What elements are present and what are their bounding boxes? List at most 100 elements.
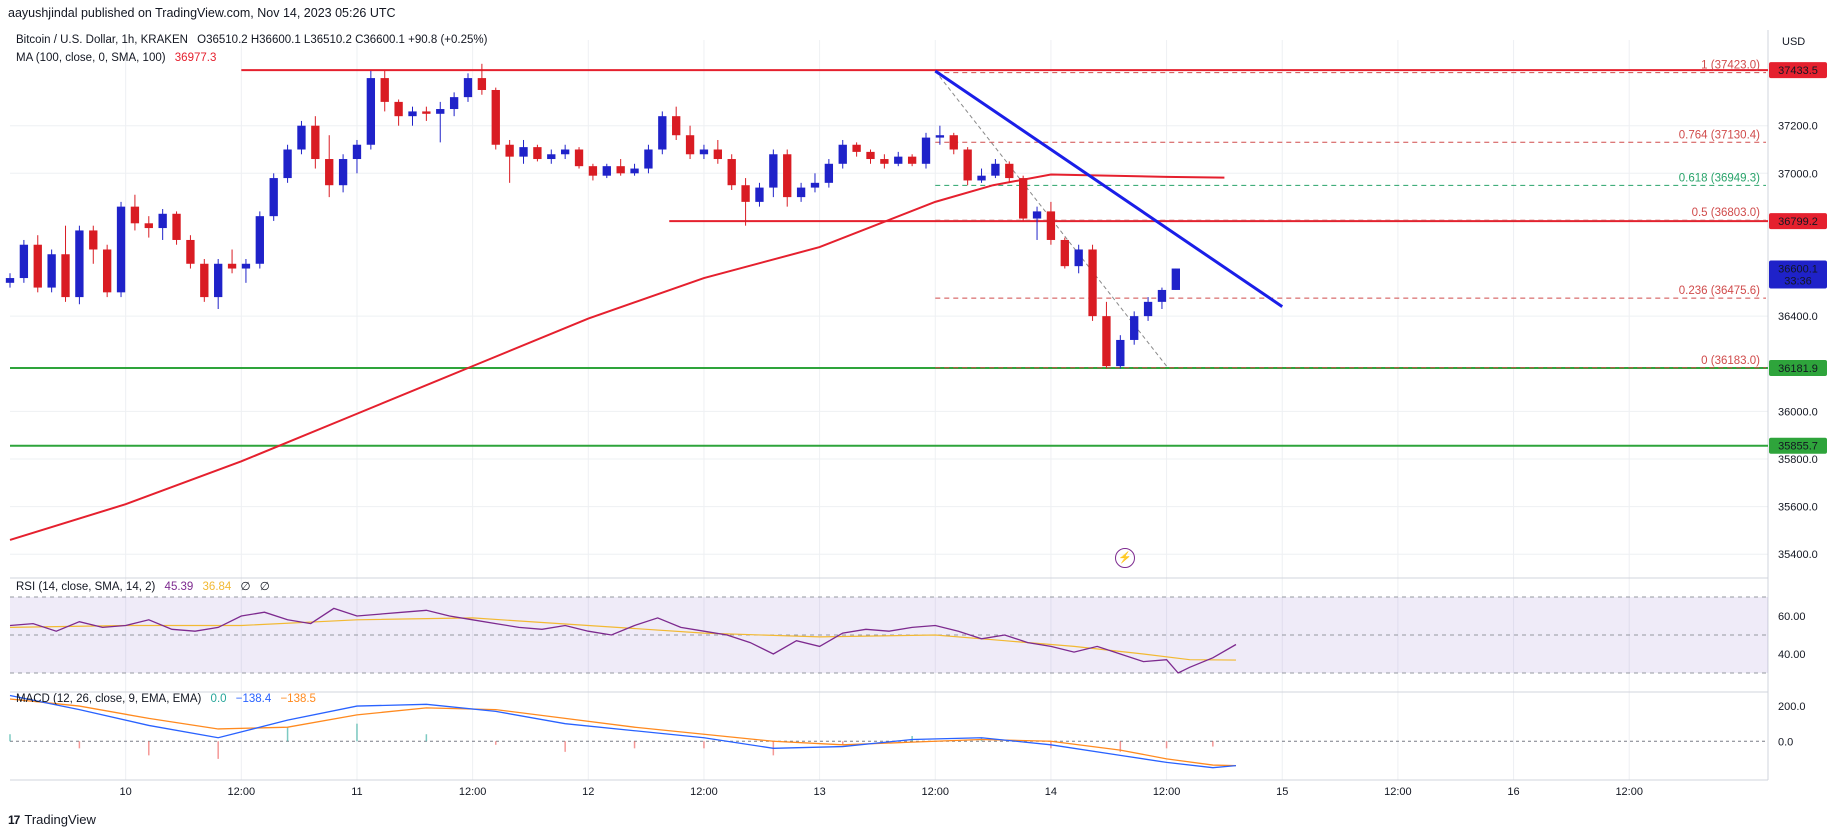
candle-body <box>644 149 653 169</box>
macd-tick-label: 0.0 <box>1778 736 1793 748</box>
macd-pane <box>9 694 1768 769</box>
candle-body <box>255 216 264 264</box>
candle-body <box>769 154 778 188</box>
fib-value: (36949.3) <box>1711 172 1760 184</box>
candle-body <box>672 116 681 136</box>
candle-body <box>338 159 348 186</box>
price-tick-label: 35400.0 <box>1778 549 1818 561</box>
candle-body <box>380 78 389 102</box>
candle-body <box>602 166 611 176</box>
time-tick-label: 12 <box>582 786 594 798</box>
fib-ratio: 0.764 <box>1679 129 1711 141</box>
fib-level-label: 0.236 (36475.6) <box>1679 285 1760 297</box>
candle-body <box>935 135 945 138</box>
symbol-label: Bitcoin / U.S. Dollar, 1h, KRAKEN <box>16 34 188 46</box>
candle-body <box>366 78 376 145</box>
time-tick-label: 10 <box>120 786 132 798</box>
candle-body <box>241 263 251 269</box>
candle-body <box>505 144 514 157</box>
candle-body <box>1130 316 1139 340</box>
ma-line <box>9 173 1225 541</box>
macd-legend: MACD (12, 26, close, 9, EMA, EMA) 0.0 −1… <box>16 693 322 705</box>
candle-body <box>658 116 667 150</box>
candle-body <box>588 166 598 176</box>
price-tick-label: 36400.0 <box>1778 311 1818 323</box>
fib-value: (36475.6) <box>1711 285 1760 297</box>
candle-body <box>796 187 806 198</box>
trendline <box>934 69 1284 308</box>
candle-body <box>1088 249 1097 317</box>
tradingview-logo-icon: 17 <box>8 812 20 827</box>
candle-body <box>102 249 112 293</box>
candle-body <box>824 163 834 183</box>
candle-body <box>699 149 709 155</box>
price-badge-label: 37433.5 <box>1778 65 1818 77</box>
candle-body <box>852 144 861 152</box>
candle-body <box>75 230 84 298</box>
candle-body <box>422 111 431 114</box>
fib-ratio: 0 <box>1701 355 1711 367</box>
candle-body <box>33 244 42 288</box>
time-tick-label: 12:00 <box>228 786 256 798</box>
candle-body <box>685 135 695 155</box>
time-tick-label: 14 <box>1045 786 1057 798</box>
price-badge-label: 35855.7 <box>1778 441 1818 453</box>
fib-value: (37130.4) <box>1711 129 1760 141</box>
candle-body <box>519 147 528 157</box>
time-tick-label: 12:00 <box>921 786 949 798</box>
fib-ratio: 0.5 <box>1692 207 1711 219</box>
candle-body <box>1046 211 1056 240</box>
fib-ratio: 1 <box>1701 60 1711 72</box>
time-tick-label: 12:00 <box>459 786 487 798</box>
candle-body <box>1005 163 1014 179</box>
candle-body <box>477 78 487 90</box>
candle-body <box>949 135 958 150</box>
fib-value: (36183.0) <box>1711 355 1760 367</box>
price-badge-label: 36799.2 <box>1778 216 1818 228</box>
time-tick-label: 16 <box>1507 786 1519 798</box>
price-tick-label: 35600.0 <box>1778 502 1818 514</box>
fib-level-label: 0.5 (36803.0) <box>1692 207 1761 219</box>
price-badge <box>1769 260 1827 289</box>
rsi-legend: RSI (14, close, SMA, 14, 2) 45.39 36.84 … <box>16 579 276 593</box>
candle-body <box>394 101 403 117</box>
moving-average <box>9 173 1225 541</box>
candle-body <box>838 144 847 164</box>
candle-body <box>186 239 195 264</box>
candle-body <box>1143 301 1153 317</box>
candle-body <box>1171 268 1180 290</box>
rsi-band <box>10 597 1768 673</box>
horizontal-levels <box>10 69 1768 447</box>
symbol-legend: Bitcoin / U.S. Dollar, 1h, KRAKEN O36510… <box>16 34 493 46</box>
candle-body <box>158 213 167 229</box>
candle-body <box>560 149 570 155</box>
time-tick-label: 13 <box>813 786 825 798</box>
candle-body <box>130 206 140 224</box>
brand-footer: 17 TradingView <box>8 812 96 827</box>
candle-body <box>977 175 986 181</box>
candle-body <box>227 263 237 269</box>
axes: 37200.0 37000.0 36400.0 36000.0 35800.0 35600… <box>120 121 1818 798</box>
rsi-sma-line <box>9 617 1236 661</box>
candle-body <box>283 149 292 179</box>
price-badge <box>1769 62 1827 79</box>
candle-body <box>921 137 931 164</box>
price-badge-label: 36181.9 <box>1778 363 1818 375</box>
fib-value: (37423.0) <box>1711 60 1760 72</box>
candle-body <box>755 187 764 202</box>
candle-body <box>1032 211 1042 219</box>
candle-body <box>991 163 1000 176</box>
candle-body <box>89 230 98 250</box>
lightning-icon[interactable]: ⚡ <box>1115 548 1135 568</box>
candle-body <box>963 149 972 181</box>
time-tick-label: 12:00 <box>1615 786 1643 798</box>
candle-body <box>311 125 320 160</box>
macd-signal-line <box>9 698 1236 767</box>
ma-value: 36977.3 <box>174 52 217 64</box>
price-tick-label: 37000.0 <box>1778 168 1818 180</box>
fib-ratio: 0.236 <box>1679 285 1711 297</box>
currency-label: USD <box>1782 36 1806 48</box>
candle-body <box>5 278 15 283</box>
rsi-extra-2: ∅ <box>259 581 270 593</box>
